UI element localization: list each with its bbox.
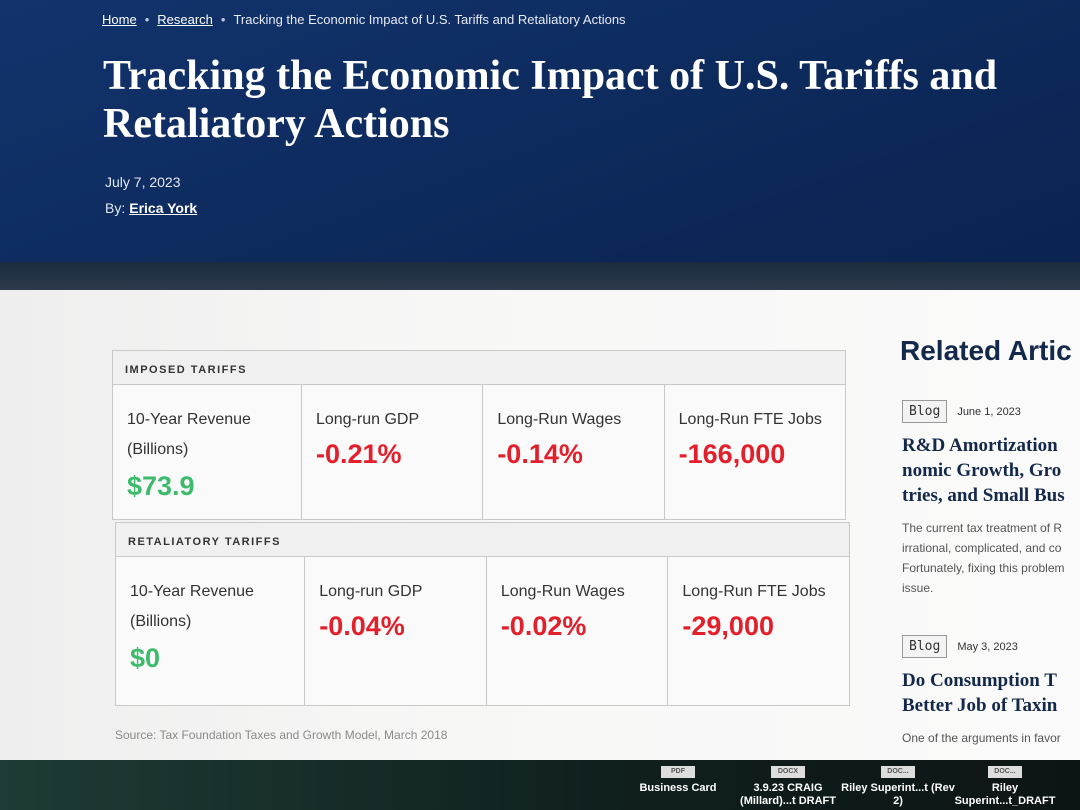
metric-value: -0.04%: [319, 611, 405, 641]
metric-value: -0.14%: [497, 439, 583, 469]
table-heading: RETALIATORY TARIFFS: [116, 523, 849, 557]
title-line: Do Consumption T: [902, 670, 1057, 691]
related-article: Blog June 1, 2023 R&D Amortization nomic Gr…: [902, 400, 1080, 598]
screen-bezel-strip: [0, 262, 1080, 292]
metric-cell: Long-Run FTE Jobs -29,000: [667, 557, 849, 705]
file-name: 3.9.23 CRAIG (Millard)...t DRAFT: [740, 782, 836, 807]
article-title[interactable]: Do Consumption T Better Job of Taxin: [902, 668, 1080, 718]
byline: By: Erica York: [105, 200, 197, 216]
article-excerpt: One of the arguments in favor: [902, 728, 1080, 748]
article-body: Source: Tax Foundation Taxes and Growth …: [0, 290, 1080, 760]
title-line: nomic Growth, Gro: [902, 460, 1062, 481]
table-row: 10-Year Revenue (Billions) $73.9 Long-run …: [113, 385, 845, 519]
byline-label: By:: [105, 200, 126, 216]
file-badge: DOC...: [881, 766, 915, 778]
breadcrumb-current: Tracking the Economic Impact of U.S. Tar…: [233, 12, 626, 27]
table-heading: IMPOSED TARIFFS: [113, 351, 845, 385]
desktop-file[interactable]: DOCX 3.9.23 CRAIG (Millard)...t DRAFT: [728, 764, 848, 808]
title-line: Better Job of Taxin: [902, 695, 1058, 716]
title-line: tries, and Small Bus: [902, 485, 1065, 506]
breadcrumb-link[interactable]: Research: [157, 12, 213, 27]
metric-value: $73.9: [127, 471, 195, 501]
metric-label: Long-Run FTE Jobs: [678, 411, 822, 428]
related-article: Blog May 3, 2023 Do Consumption T Better Jo…: [902, 635, 1080, 748]
metric-value: -0.02%: [500, 611, 587, 641]
title-line: R&D Amortization: [902, 435, 1058, 456]
metric-label: Long-Run Wages: [497, 411, 622, 428]
metric-cell: 10-Year Revenue (Billions) $73.9: [113, 385, 301, 519]
file-badge: PDF: [661, 766, 695, 778]
file-name: Business Card: [639, 782, 717, 794]
metric-label: 10-Year Revenue (Billions): [127, 411, 251, 458]
breadcrumb-item: Home: [102, 12, 137, 27]
metric-value: -166,000: [678, 439, 786, 469]
article-date: May 3, 2023: [957, 641, 1018, 653]
metric-label: Long-Run FTE Jobs: [682, 583, 826, 600]
table-row: 10-Year Revenue (Billions) $0 Long-run GDP…: [116, 557, 849, 705]
file-name: Riley Superint...t (Rev 2): [841, 782, 955, 807]
breadcrumb-item: Tracking the Economic Impact of U.S. Tar…: [213, 12, 626, 27]
article-tag: Blog: [902, 400, 948, 423]
metric-label: 10-Year Revenue (Billions): [130, 583, 254, 630]
excerpt-line: irrational, complicated, and co: [902, 541, 1062, 555]
article-title: Tracking the Economic Impact of U.S. Tar…: [103, 53, 998, 147]
excerpt-line: One of the arguments in favor: [902, 731, 1061, 745]
article-date: June 1, 2023: [957, 406, 1021, 418]
author-link[interactable]: Erica York: [129, 200, 198, 216]
metric-cell: Long-Run Wages -0.02%: [485, 557, 668, 705]
breadcrumb-item: Research: [137, 12, 213, 27]
file-name: Riley Superint...t_DRAFT: [954, 782, 1056, 807]
metric-value: $0: [130, 643, 161, 673]
metric-cell: Long-Run FTE Jobs -166,000: [663, 385, 845, 519]
metric-cell: Long-Run Wages -0.14%: [482, 385, 663, 519]
metric-cell: Long-run GDP -0.04%: [304, 557, 486, 705]
metric-value: -0.21%: [315, 439, 402, 469]
breadcrumb-link[interactable]: Home: [102, 12, 137, 27]
source-note: Source: Tax Foundation Taxes and Growth …: [115, 728, 448, 742]
article-excerpt: The current tax treatment of R irrational…: [902, 518, 1080, 598]
desktop-files: PDF Business Card DOCX 3.9.23 CRAIG (Millar…: [0, 760, 1080, 810]
metric-value: -29,000: [682, 611, 774, 641]
file-badge: DOCX: [771, 766, 805, 778]
metric-cell: Long-run GDP -0.21%: [300, 385, 482, 519]
metric-cell: 10-Year Revenue (Billions) $0: [116, 557, 304, 705]
article-date: July 7, 2023: [105, 174, 181, 190]
file-badge: DOC...: [988, 766, 1022, 778]
related-heading: Related Artic: [900, 335, 1072, 366]
excerpt-line: issue.: [902, 581, 934, 595]
metric-label: Long-run GDP: [319, 583, 423, 600]
article-header: Home Research Tracking the Economic Impact…: [0, 0, 1080, 268]
desktop-file[interactable]: DOC... Riley Superint...t_DRAFT: [945, 764, 1065, 808]
desktop-file[interactable]: PDF Business Card: [618, 764, 738, 795]
tariff-table: RETALIATORY TARIFFS 10-Year Revenue (Bill…: [115, 522, 850, 706]
breadcrumb: Home Research Tracking the Economic Impact…: [102, 12, 626, 27]
desktop-file[interactable]: DOC... Riley Superint...t (Rev 2): [838, 764, 958, 808]
article-title[interactable]: R&D Amortization nomic Growth, Gro tries, …: [902, 433, 1080, 508]
excerpt-line: Fortunately, fixing this problem: [902, 561, 1065, 575]
article-tag: Blog: [902, 635, 948, 658]
excerpt-line: The current tax treatment of R: [902, 521, 1063, 535]
tariff-table: IMPOSED TARIFFS 10-Year Revenue (Billions…: [112, 350, 846, 520]
metric-label: Long-Run Wages: [500, 583, 625, 600]
metric-label: Long-run GDP: [315, 411, 420, 428]
